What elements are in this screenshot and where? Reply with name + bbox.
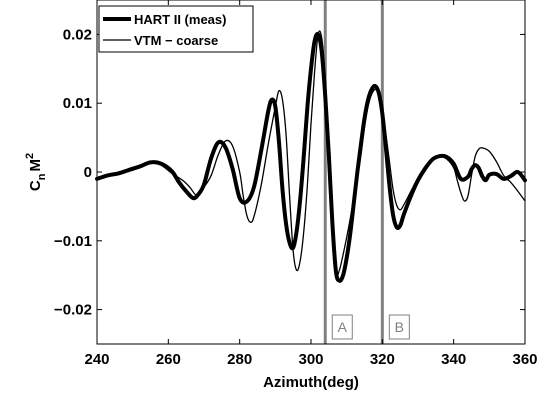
x-tick-label: 240 [84, 351, 109, 368]
series-lines [95, 30, 527, 283]
y-axis-title: CnM2 [24, 153, 48, 191]
legend-label-meas: HART II (meas) [134, 12, 226, 27]
y-tick-label: 0.01 [63, 95, 92, 112]
annotation-box-a [331, 314, 353, 340]
y-tick-label: 0.02 [63, 26, 92, 43]
y-axis-ticks: −0.02 −0.01 0 0.01 0.02 [54, 26, 525, 319]
y-axis-title-main: C [27, 180, 44, 191]
annotation-label-a: A [338, 319, 348, 335]
x-tick-label: 340 [441, 351, 466, 368]
x-axis-ticks: 240 260 280 300 320 340 360 [84, 0, 538, 368]
x-tick-label: 280 [227, 351, 252, 368]
x-tick-label: 260 [156, 351, 181, 368]
x-tick-label: 360 [512, 351, 537, 368]
x-axis-title: Azimuth(deg) [263, 374, 359, 391]
x-tick-label: 300 [298, 351, 323, 368]
y-tick-label: 0 [84, 164, 92, 181]
legend: HART II (meas) VTM − coarse [98, 5, 254, 53]
y-axis-title-sup: 2 [24, 153, 36, 159]
series-line-vtm-coarse [96, 30, 526, 278]
y-axis-title-sub: n [36, 173, 48, 180]
y-tick-label: −0.01 [54, 233, 92, 250]
x-tick-label: 320 [370, 351, 395, 368]
y-axis-title-tail: M [27, 159, 44, 172]
y-tick-label: −0.02 [54, 302, 92, 319]
annotation-label-b: B [395, 319, 404, 335]
legend-box [98, 5, 254, 53]
annotation-box-b [388, 314, 410, 340]
legend-label-vtm: VTM − coarse [134, 33, 218, 48]
